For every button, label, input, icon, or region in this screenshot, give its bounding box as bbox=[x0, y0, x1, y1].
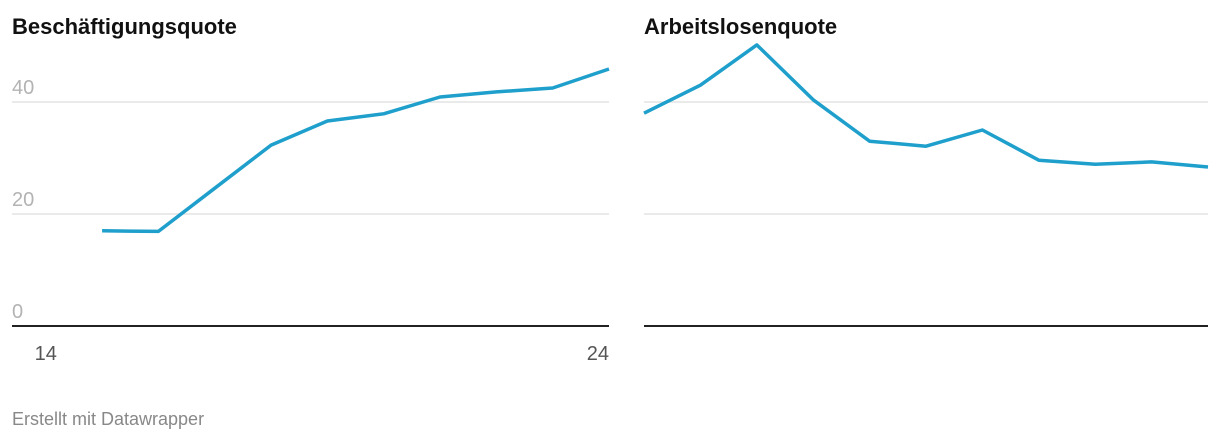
footer: Erstellt mit Datawrapper bbox=[12, 409, 204, 429]
data-line bbox=[643, 43, 1209, 169]
y-tick-label: 0 bbox=[12, 301, 23, 323]
x-tick-label: 24 bbox=[587, 343, 609, 365]
chart-title: Arbeitslosenquote bbox=[644, 14, 837, 39]
y-tick-label: 20 bbox=[12, 189, 34, 211]
y-tick-label: 40 bbox=[12, 77, 34, 99]
x-tick-label: 14 bbox=[35, 343, 57, 365]
data-line bbox=[102, 67, 610, 234]
chart-title: Beschäftigungsquote bbox=[12, 14, 237, 39]
